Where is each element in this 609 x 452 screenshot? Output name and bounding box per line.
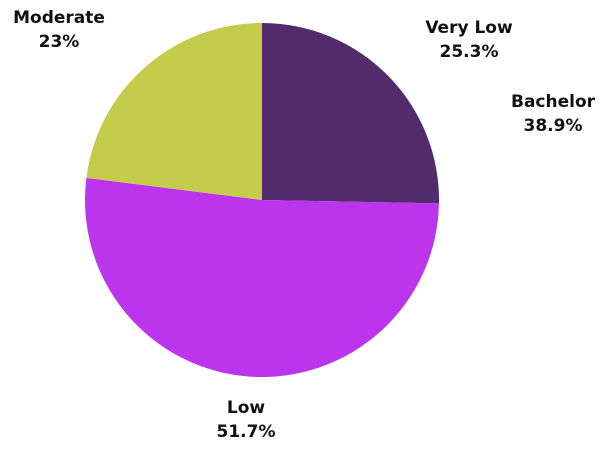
slice-label-bachelor-name: Bachelor [510,92,596,112]
pie-slices [85,23,440,378]
slice-label-moderate-name: Moderate [13,8,105,28]
slice-label-bachelor: Bachelor 38.9% [503,90,603,138]
slice-label-very-low: Very Low 25.3% [414,16,524,64]
slice-label-moderate-value: 23% [38,32,80,52]
pie-slice-low [85,177,439,378]
slice-label-moderate: Moderate 23% [6,6,112,54]
pie-slice-moderate [86,23,263,200]
pie-slice-very-low [262,23,440,204]
slice-label-low-value: 51.7% [216,422,276,442]
slice-label-low: Low 51.7% [196,396,296,444]
slice-label-very-low-name: Very Low [425,18,513,38]
slice-label-very-low-value: 25.3% [439,42,499,62]
slice-label-low-name: Low [226,398,266,418]
slice-label-bachelor-value: 38.9% [523,116,583,136]
